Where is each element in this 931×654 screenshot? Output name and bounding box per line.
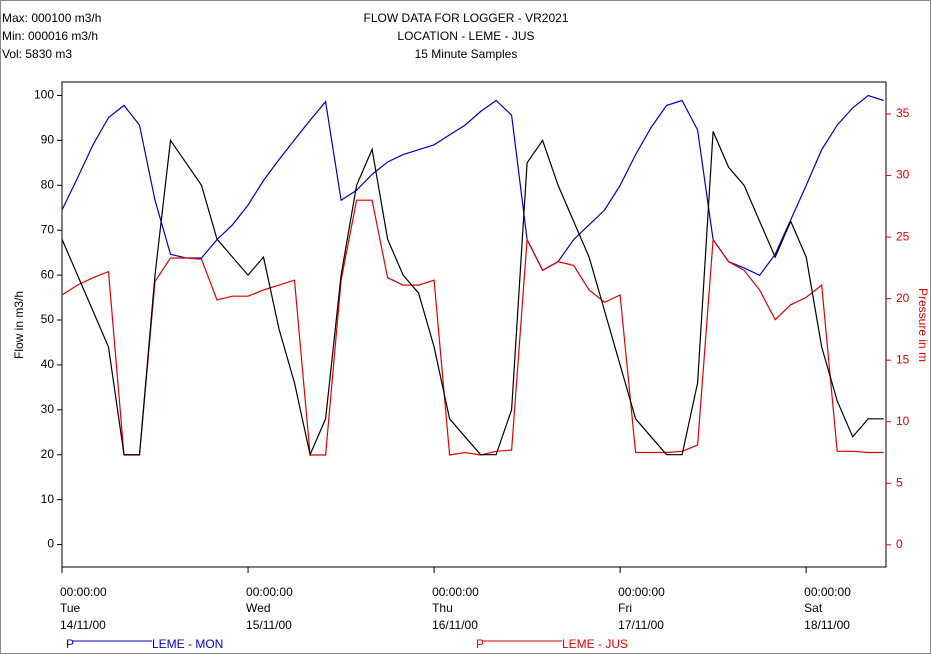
x-tick-date: 18/11/00 bbox=[804, 618, 850, 632]
x-tick-day: Thu bbox=[432, 601, 453, 615]
y2-tick-label: 0 bbox=[896, 537, 903, 551]
chart-title: FLOW DATA FOR LOGGER - VR2021 bbox=[364, 11, 569, 25]
x-tick-label: 00:00:00 bbox=[618, 585, 665, 599]
y-tick-label: 30 bbox=[41, 402, 55, 416]
legend-label: LEME - JUS bbox=[562, 637, 628, 651]
y2-tick-label: 30 bbox=[896, 168, 910, 182]
y-tick-label: 0 bbox=[47, 537, 54, 551]
y-tick-label: 50 bbox=[41, 312, 55, 326]
y2-axis-label: Pressure in m bbox=[916, 288, 930, 362]
plot-area bbox=[61, 81, 887, 568]
y-axis-label: Flow in m3/h bbox=[12, 291, 26, 359]
x-tick-label: 00:00:00 bbox=[246, 585, 293, 599]
y-tick-label: 60 bbox=[41, 267, 55, 281]
y-tick-label: 90 bbox=[41, 133, 55, 147]
y-tick-label: 70 bbox=[41, 222, 55, 236]
x-tick-date: 15/11/00 bbox=[246, 618, 292, 632]
stat: Min: 000016 m3/h bbox=[2, 29, 98, 43]
y2-tick-label: 25 bbox=[896, 229, 910, 243]
x-tick-date: 17/11/00 bbox=[618, 618, 664, 632]
y2-tick-label: 5 bbox=[896, 475, 903, 489]
y2-tick-label: 10 bbox=[896, 414, 910, 428]
legend-marker: P bbox=[66, 637, 74, 651]
x-tick-day: Fri bbox=[618, 601, 632, 615]
y2-tick-label: 35 bbox=[896, 106, 910, 120]
y-tick-label: 100 bbox=[34, 88, 54, 102]
x-tick-date: 16/11/00 bbox=[432, 618, 478, 632]
legend-label: LEME - MON bbox=[152, 637, 223, 651]
x-tick-day: Tue bbox=[60, 601, 81, 615]
stat: Vol: 5830 m3 bbox=[2, 47, 72, 61]
x-tick-label: 00:00:00 bbox=[804, 585, 851, 599]
chart-subtitle: LOCATION - LEME - JUS bbox=[397, 29, 534, 43]
x-tick-day: Wed bbox=[246, 601, 270, 615]
x-tick-label: 00:00:00 bbox=[60, 585, 107, 599]
chart-note: 15 Minute Samples bbox=[415, 47, 518, 61]
series-line bbox=[61, 199, 884, 456]
y2-tick-label: 15 bbox=[896, 352, 910, 366]
y-tick-label: 80 bbox=[41, 177, 55, 191]
legend-marker: P bbox=[476, 637, 484, 651]
series-line bbox=[61, 131, 884, 457]
x-tick-label: 00:00:00 bbox=[432, 585, 479, 599]
x-tick-day: Sat bbox=[804, 601, 823, 615]
series-line bbox=[61, 94, 884, 277]
y-tick-label: 20 bbox=[41, 447, 55, 461]
x-tick-date: 14/11/00 bbox=[60, 618, 106, 632]
y-tick-label: 40 bbox=[41, 357, 55, 371]
stat: Max: 000100 m3/h bbox=[2, 11, 101, 25]
y2-tick-label: 20 bbox=[896, 291, 910, 305]
y-tick-label: 10 bbox=[41, 492, 55, 506]
